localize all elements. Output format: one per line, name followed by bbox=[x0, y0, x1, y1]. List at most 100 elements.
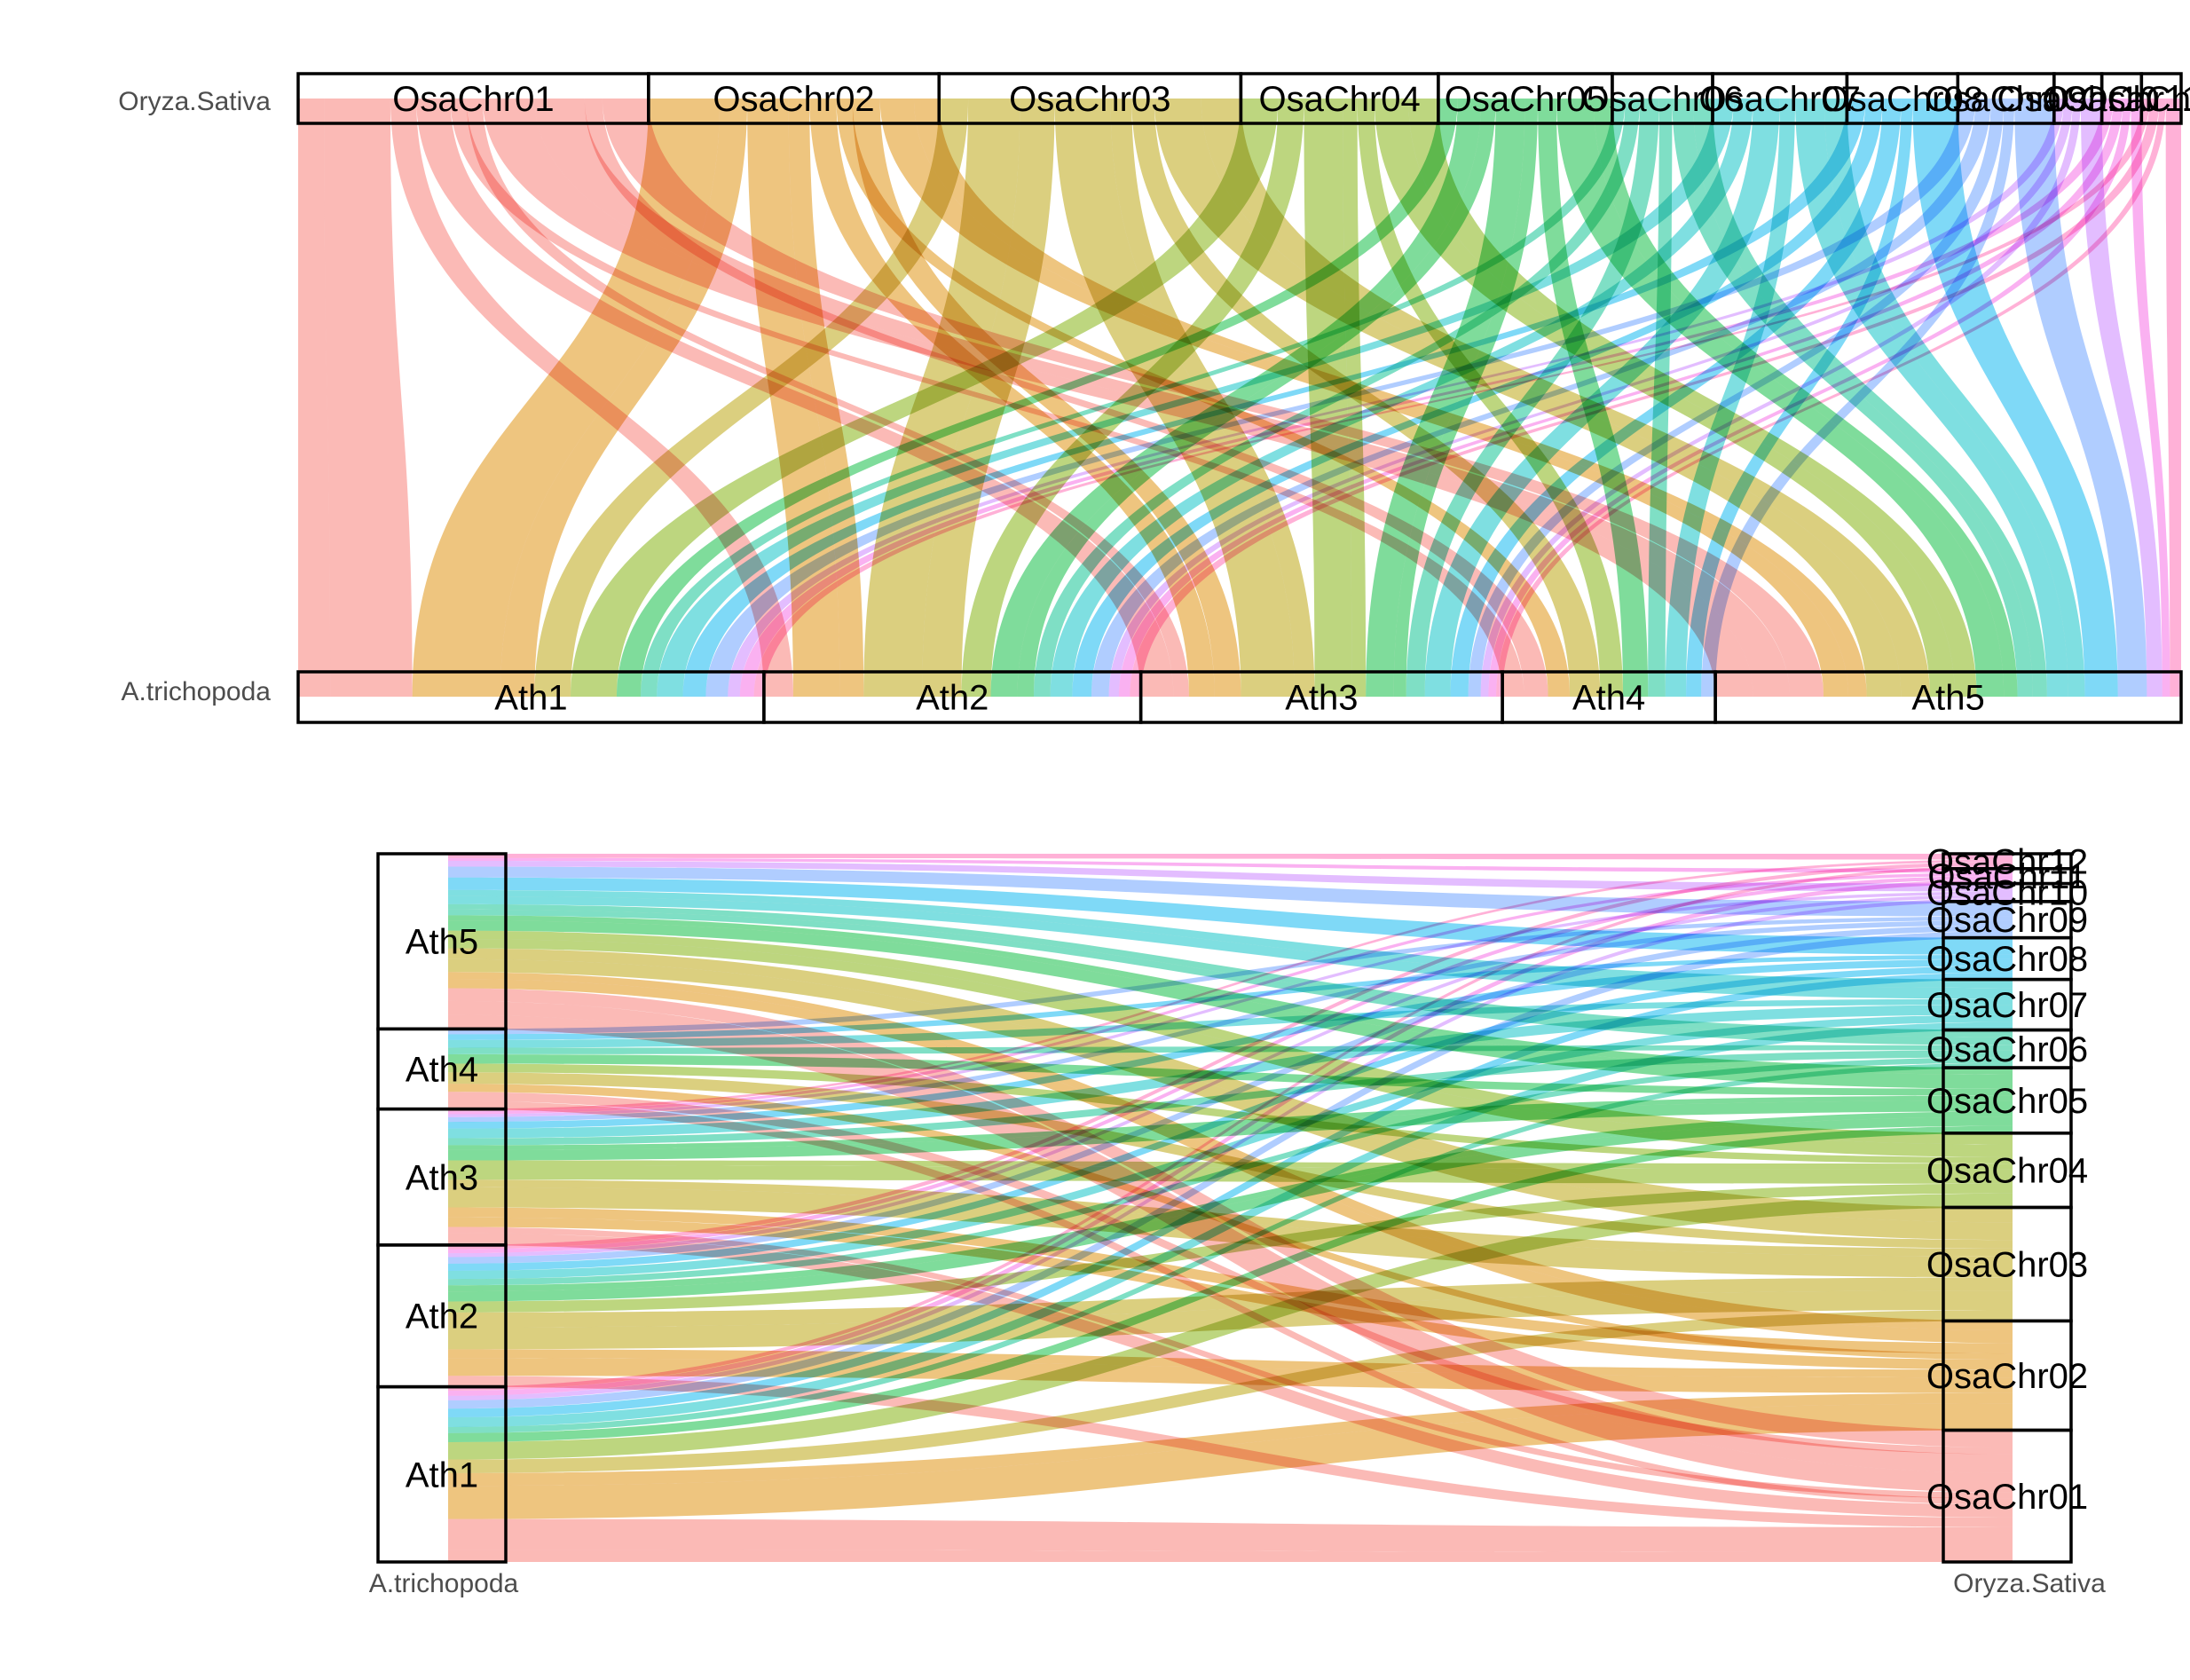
top-chr-label-osachr12: OsaChr12 bbox=[2081, 80, 2190, 119]
synteny-ribbon-bottom-72 bbox=[448, 857, 2013, 873]
bottom-chr-label-osachr11: OsaChr11 bbox=[1927, 857, 2086, 896]
synteny-ribbon-top-27 bbox=[1201, 99, 1930, 697]
synteny-ribbon-bottom-70 bbox=[448, 875, 2013, 1254]
top-ribbons bbox=[298, 99, 2181, 697]
horizontal-synteny-panel: OsaChr01 OsaChr02 OsaChr03 OsaChr04 OsaChr05… bbox=[118, 72, 2190, 724]
top-chr-label-osachr09: OsaChr09 bbox=[1925, 80, 2086, 119]
synteny-ribbon-bottom-45 bbox=[448, 1050, 2013, 1146]
bottom-chr-label-osachr07: OsaChr07 bbox=[1926, 986, 2088, 1025]
synteny-ribbon-bottom-11 bbox=[448, 1403, 2013, 1519]
synteny-ribbon-top-11 bbox=[412, 99, 721, 697]
synteny-ribbon-top-12 bbox=[500, 99, 748, 697]
synteny-ribbon-top-36 bbox=[990, 99, 1482, 697]
synteny-ribbon-bottom-20 bbox=[448, 1310, 2013, 1473]
top-chr-label-ath4: Ath4 bbox=[1572, 679, 1645, 718]
synteny-ribbon-top-22 bbox=[922, 99, 1055, 697]
synteny-ribbon-bottom-51 bbox=[448, 1005, 2013, 1139]
synteny-ribbon-bottom-75 bbox=[448, 859, 2013, 1112]
synteny-ribbon-bottom-12 bbox=[448, 1392, 2013, 1487]
bottom-chr-label-osachr09: OsaChr09 bbox=[1926, 901, 2088, 940]
synteny-ribbon-bottom-58 bbox=[448, 954, 2013, 1040]
synteny-ribbon-top-53 bbox=[1795, 99, 2068, 697]
top-osa-chromosomes: OsaChr01 OsaChr02 OsaChr03 OsaChr04 OsaChr05… bbox=[296, 72, 2190, 125]
synteny-ribbon-bottom-60 bbox=[448, 931, 2013, 1409]
synteny-ribbon-top-68 bbox=[2080, 99, 2162, 697]
synteny-ribbon-top-71 bbox=[1488, 99, 2131, 697]
synteny-ribbon-top-15 bbox=[809, 99, 1215, 697]
synteny-ribbon-top-55 bbox=[682, 99, 1866, 697]
bottom-chr-label-osachr06: OsaChr06 bbox=[1926, 1030, 2088, 1069]
synteny-ribbon-bottom-54 bbox=[448, 889, 2013, 989]
synteny-ribbon-top-19 bbox=[913, 99, 1867, 697]
top-chr-label-ath3: Ath3 bbox=[1285, 679, 1358, 718]
synteny-ribbon-bottom-63 bbox=[448, 916, 2013, 1035]
synteny-ribbon-bottom-36 bbox=[448, 1116, 2013, 1302]
top-chr-label-osachr04: OsaChr04 bbox=[1258, 80, 1420, 119]
top-query-species-label: Oryza.Sativa bbox=[118, 87, 271, 116]
synteny-ribbon-bottom-43 bbox=[448, 1062, 2013, 1433]
synteny-ribbon-bottom-22 bbox=[448, 1277, 2013, 1328]
synteny-ribbon-top-1 bbox=[298, 99, 331, 697]
synteny-ribbon-top-73 bbox=[753, 99, 2150, 697]
synteny-ribbon-top-63 bbox=[1701, 99, 2015, 697]
bottom-chr-label-osachr10: OsaChr10 bbox=[1926, 874, 2088, 913]
synteny-ribbon-bottom-32 bbox=[448, 1063, 2013, 1164]
top-chr-label-osachr07: OsaChr07 bbox=[1699, 80, 1861, 119]
bottom-chr-label-osachr01: OsaChr01 bbox=[1926, 1478, 2088, 1517]
synteny-ribbon-top-39 bbox=[1393, 99, 1539, 697]
synteny-ribbon-bottom-47 bbox=[448, 909, 2013, 1045]
top-chr-label-osachr03: OsaChr03 bbox=[1009, 80, 1170, 119]
synteny-ribbon-top-47 bbox=[1672, 99, 2033, 697]
top-ath-chromosomes: Ath1 Ath2 Ath3 Ath4 Ath5 bbox=[296, 670, 2183, 724]
synteny-ribbon-bottom-30 bbox=[448, 1165, 2013, 1184]
synteny-ribbon-bottom-28 bbox=[448, 1193, 2013, 1460]
bottom-chr-box-osachr12 bbox=[1942, 852, 2073, 871]
bottom-chr-label-ath2: Ath2 bbox=[406, 1297, 478, 1337]
synteny-ribbon-top-49 bbox=[657, 99, 1734, 697]
bottom-chr-label-osachr02: OsaChr02 bbox=[1926, 1357, 2088, 1396]
synteny-ribbon-top-60 bbox=[705, 99, 1976, 697]
bottom-ath-chromosomes: Ath1 Ath2 Ath3 Ath4 Ath5 bbox=[376, 852, 508, 1564]
bottom-ribbons bbox=[448, 854, 2013, 1562]
synteny-ribbon-top-70 bbox=[1118, 99, 2123, 697]
synteny-ribbon-bottom-62 bbox=[448, 920, 2013, 1123]
synteny-ribbon-top-25 bbox=[1131, 99, 1601, 697]
synteny-ribbon-bottom-71 bbox=[448, 872, 2013, 1115]
synteny-ribbon-top-72 bbox=[2131, 99, 2170, 697]
synteny-ribbon-bottom-31 bbox=[448, 1160, 2013, 1170]
synteny-ribbon-bottom-57 bbox=[448, 958, 2013, 1129]
bottom-chr-label-osachr03: OsaChr03 bbox=[1926, 1245, 2088, 1284]
synteny-ribbon-bottom-49 bbox=[448, 1021, 2013, 1428]
synteny-ribbon-top-24 bbox=[1110, 99, 1315, 697]
synteny-ribbon-bottom-24 bbox=[448, 1179, 2013, 1257]
synteny-ribbon-bottom-73 bbox=[448, 865, 2013, 1391]
synteny-ribbon-top-62 bbox=[1468, 99, 2005, 697]
synteny-ribbon-top-7 bbox=[482, 99, 1753, 697]
synteny-ribbon-bottom-19 bbox=[448, 972, 2013, 1331]
synteny-ribbon-bottom-35 bbox=[448, 1125, 2013, 1443]
synteny-ribbon-bottom-9 bbox=[448, 1092, 2013, 1455]
bottom-chr-label-ath3: Ath3 bbox=[406, 1158, 478, 1197]
synteny-ribbon-top-20 bbox=[534, 99, 969, 697]
bottom-chr-label-ath4: Ath4 bbox=[406, 1051, 478, 1090]
synteny-ribbon-bottom-37 bbox=[448, 1111, 2013, 1292]
bottom-chr-label-ath1: Ath1 bbox=[406, 1455, 478, 1495]
synteny-ribbon-top-9 bbox=[584, 99, 1548, 697]
synteny-ribbon-top-37 bbox=[1017, 99, 1496, 697]
top-chr-label-ath1: Ath1 bbox=[494, 679, 567, 718]
synteny-ribbon-bottom-67 bbox=[448, 891, 2013, 1117]
synteny-ribbon-top-58 bbox=[1686, 99, 1913, 697]
synteny-ribbon-bottom-2 bbox=[448, 1518, 2013, 1553]
synteny-ribbon-top-61 bbox=[1091, 99, 1991, 697]
top-chr-label-osachr05: OsaChr05 bbox=[1445, 80, 1606, 119]
synteny-ribbon-top-2 bbox=[324, 99, 413, 697]
synteny-ribbon-bottom-34 bbox=[448, 930, 2013, 1145]
synteny-ribbon-top-38 bbox=[1366, 99, 1525, 697]
synteny-ribbon-bottom-39 bbox=[448, 1095, 2013, 1150]
synteny-ribbon-top-31 bbox=[1343, 99, 1367, 697]
synteny-ribbon-top-56 bbox=[1072, 99, 1883, 697]
synteny-ribbon-top-74 bbox=[1130, 99, 2160, 697]
synteny-ribbon-top-45 bbox=[1406, 99, 1659, 697]
